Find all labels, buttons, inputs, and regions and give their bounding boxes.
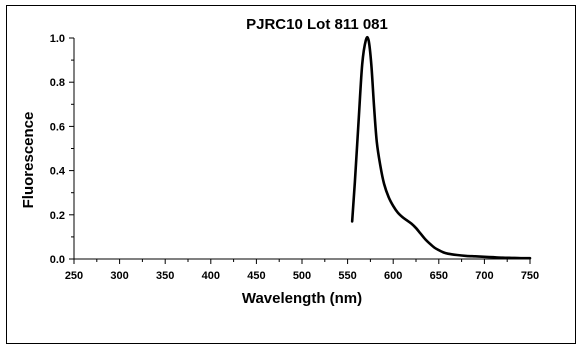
x-tick-label: 550 (338, 270, 356, 282)
x-tick-label: 400 (202, 270, 220, 282)
chart-title: PJRC10 Lot 811 081 (246, 16, 388, 33)
x-tick-label: 300 (110, 270, 128, 282)
ticks (69, 37, 531, 264)
y-tick-label: 1.0 (50, 33, 65, 45)
y-tick-label: 0.2 (50, 210, 65, 222)
chart-frame (6, 5, 576, 344)
x-tick-label: 600 (384, 270, 402, 282)
x-axis-title: Wavelength (nm) (242, 290, 362, 307)
y-tick-label: 0.6 (50, 121, 65, 133)
series-line (350, 35, 532, 260)
x-tick-label: 450 (247, 270, 265, 282)
x-tick-label: 500 (293, 270, 311, 282)
tick-labels: 0.0 0.2 0.4 0.6 0.8 1.0 250 300 350 400 450 500 550 6… (50, 33, 539, 282)
y-tick-label: 0.0 (50, 254, 65, 266)
y-axis-title: Fluorescence (20, 112, 37, 209)
y-tick-label: 0.4 (50, 166, 66, 178)
x-tick-label: 650 (430, 270, 448, 282)
axes (73, 38, 530, 260)
x-tick-label: 350 (156, 270, 174, 282)
x-tick-label: 700 (475, 270, 493, 282)
y-tick-label: 0.8 (50, 77, 65, 89)
x-tick-label: 250 (65, 270, 83, 282)
x-tick-label: 750 (521, 270, 539, 282)
